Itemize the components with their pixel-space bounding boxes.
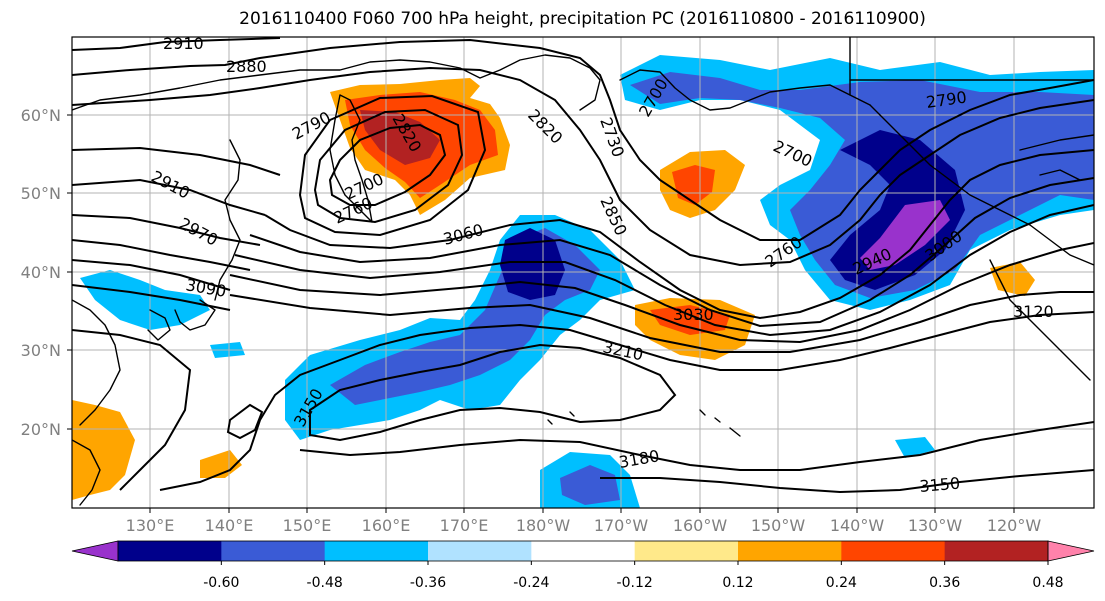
shade-negative2-npac: [630, 72, 1094, 298]
colorbar-swatch: [634, 541, 739, 561]
shade-very-strong-okhotsk: [360, 110, 440, 165]
colorbar-tick-label: -0.60: [203, 575, 239, 591]
colorbar-swatch: [428, 541, 532, 561]
shade-strong-160w: [650, 305, 730, 335]
contour-label: 2910: [163, 34, 204, 53]
coastlines: [72, 37, 1094, 506]
colorbar-swatch: [221, 541, 326, 561]
lon-label: 180°W: [516, 516, 571, 535]
lon-label: 150°W: [751, 516, 806, 535]
contour-label: 2820: [524, 105, 566, 147]
contour-label: 2700: [770, 136, 815, 170]
colorbar-swatch: [841, 541, 946, 561]
lon-label: 120°W: [987, 516, 1042, 535]
colorbar-frame: [117, 540, 1049, 562]
lon-label: 170°W: [594, 516, 649, 535]
lon-label: 130°W: [908, 516, 963, 535]
colorbar-tick-label: -0.12: [617, 575, 653, 591]
colorbar-extend-high: [1047, 540, 1095, 562]
contour-label: 2880: [226, 57, 267, 76]
colorbar-tick-label: 0.36: [929, 575, 960, 591]
colorbar-swatch: [324, 541, 429, 561]
contour-label: 2730: [596, 115, 628, 160]
shade-positive-mexico: [990, 262, 1035, 296]
lat-label: 60°N: [21, 106, 61, 125]
colorbar: -0.60 -0.48 -0.36 -0.24 -0.12 0.12 0.24 0.36 0.4…: [71, 540, 1095, 591]
lon-label: 170°E: [440, 516, 489, 535]
lon-label: 140°W: [830, 516, 885, 535]
precip-shading: [72, 55, 1094, 508]
axis-ticks: [67, 114, 1015, 513]
contour-label: 3180: [617, 446, 660, 472]
contour-label: 3030: [673, 305, 714, 324]
colorbar-tick-label: 0.12: [722, 575, 753, 591]
colorbar-extend-low: [71, 540, 119, 562]
colorbar-tick-label: -0.36: [410, 575, 446, 591]
lat-label: 20°N: [21, 420, 61, 439]
lon-label: 150°E: [283, 516, 332, 535]
lat-label: 50°N: [21, 184, 61, 203]
map-title: 2016110400 F060 700 hPa height, precipit…: [239, 9, 926, 29]
map-area: 2910 2880 2790 2820 2820 2730 2700 2700 …: [72, 34, 1094, 508]
lon-label: 130°E: [126, 516, 175, 535]
lon-label: 160°W: [673, 516, 728, 535]
height-contours: [72, 37, 1094, 494]
colorbar-tick-label: 0.24: [826, 575, 857, 591]
shade-negative-hawaii: [895, 437, 935, 458]
shade-positive-small-w: [200, 450, 242, 478]
lon-label: 140°E: [205, 516, 254, 535]
contour-label: 2910: [148, 167, 193, 203]
contour-label: 2970: [176, 214, 221, 250]
contour-label: 3120: [1013, 302, 1054, 321]
contour-label: 2790: [289, 108, 334, 144]
shade-negative4-npac: [860, 200, 950, 270]
contour-label: 3060: [441, 220, 485, 249]
colorbar-swatch: [118, 541, 222, 561]
contour-label: 3150: [919, 474, 961, 496]
colorbar-swatch: [738, 541, 842, 561]
colorbar-tick-label: -0.24: [513, 575, 549, 591]
shade-positive-left: [72, 400, 135, 500]
longitude-labels: 130°E 140°E 150°E 160°E 170°E 180°W 170°…: [126, 516, 1042, 535]
colorbar-swatch: [531, 541, 636, 561]
colorbar-tick-label: 0.48: [1032, 575, 1063, 591]
colorbar-swatch: [944, 541, 1049, 561]
contour-label: 3210: [601, 337, 645, 364]
shade-negative2-lower: [560, 465, 620, 505]
latitude-labels: 60°N 50°N 40°N 30°N 20°N: [21, 106, 61, 439]
lon-label: 160°E: [362, 516, 411, 535]
shade-negative-subtrop: [285, 215, 635, 440]
contour-label: 2850: [596, 194, 630, 239]
lat-label: 30°N: [21, 341, 61, 360]
colorbar-tick-label: -0.48: [307, 575, 343, 591]
lat-label: 40°N: [21, 263, 61, 282]
shade-negative3-npac: [830, 130, 965, 290]
